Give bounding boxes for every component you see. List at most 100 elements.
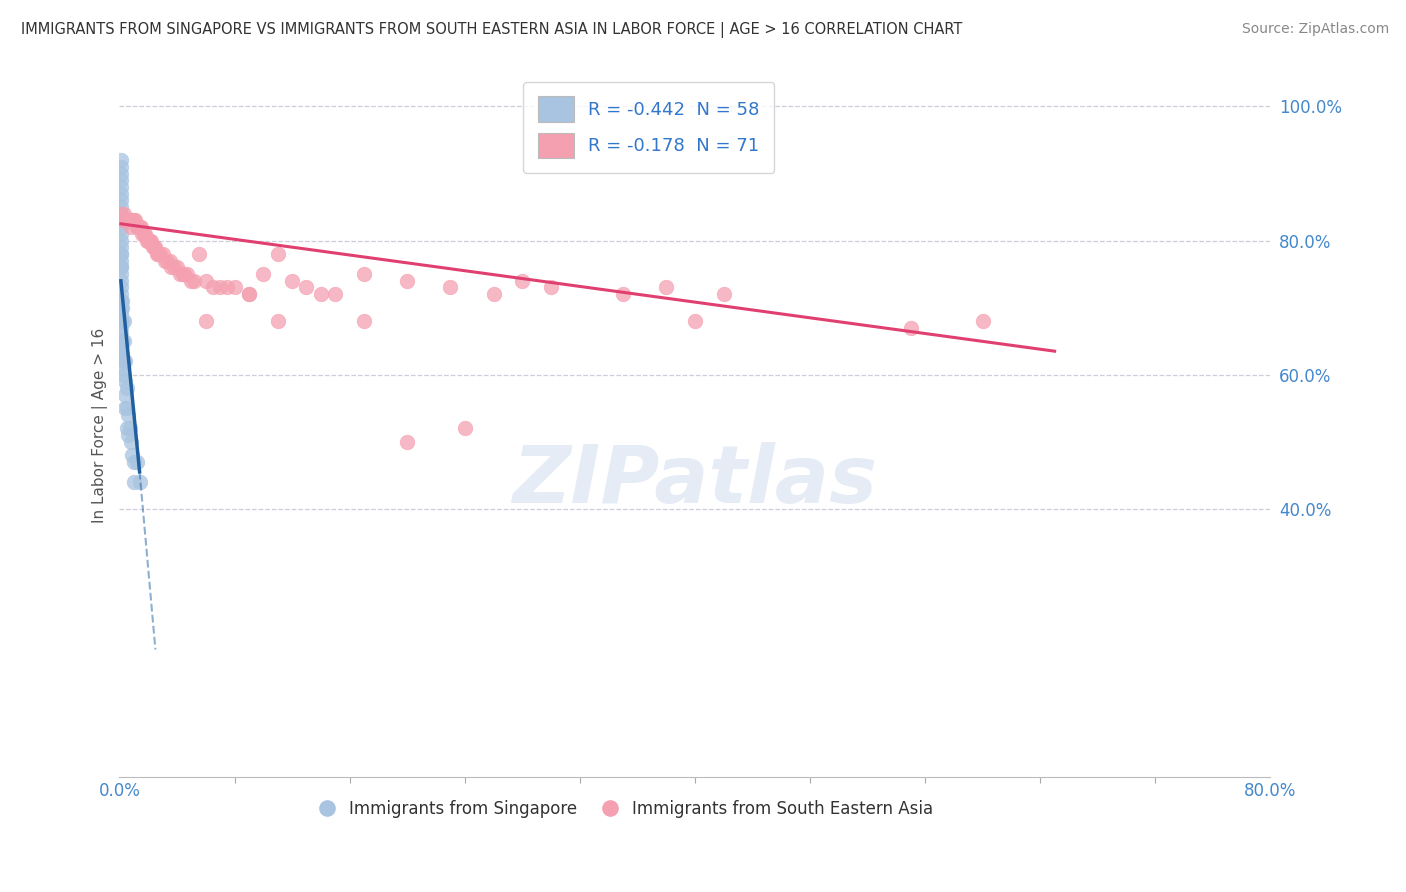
Text: Source: ZipAtlas.com: Source: ZipAtlas.com xyxy=(1241,22,1389,37)
Point xyxy=(122,475,145,489)
Point xyxy=(353,267,375,281)
Point xyxy=(111,213,134,227)
Point xyxy=(117,213,139,227)
Text: ZIPatlas: ZIPatlas xyxy=(512,442,877,520)
Point xyxy=(176,267,198,281)
Point xyxy=(683,314,706,328)
Point xyxy=(110,180,132,194)
Point xyxy=(252,267,274,281)
Point xyxy=(655,280,678,294)
Point xyxy=(110,347,132,361)
Point xyxy=(187,247,209,261)
Point xyxy=(118,421,141,435)
Point xyxy=(323,287,346,301)
Point xyxy=(238,287,260,301)
Point xyxy=(114,375,136,389)
Point xyxy=(143,240,166,254)
Point xyxy=(112,334,135,348)
Point xyxy=(110,260,132,275)
Point xyxy=(180,274,202,288)
Point xyxy=(110,253,132,268)
Point xyxy=(111,301,134,315)
Point xyxy=(110,247,132,261)
Point xyxy=(439,280,461,294)
Point xyxy=(152,247,174,261)
Point xyxy=(111,334,134,348)
Point xyxy=(224,280,246,294)
Point xyxy=(110,234,132,248)
Point xyxy=(110,247,132,261)
Point xyxy=(110,334,132,348)
Point xyxy=(110,240,132,254)
Point xyxy=(396,434,419,449)
Point xyxy=(134,227,156,241)
Point xyxy=(111,347,134,361)
Point xyxy=(110,314,132,328)
Point xyxy=(122,213,145,227)
Point xyxy=(112,314,135,328)
Point xyxy=(110,293,132,308)
Point xyxy=(148,247,170,261)
Point xyxy=(115,421,138,435)
Point xyxy=(129,220,152,235)
Point xyxy=(117,428,139,442)
Y-axis label: In Labor Force | Age > 16: In Labor Force | Age > 16 xyxy=(93,327,108,523)
Point xyxy=(110,274,132,288)
Point xyxy=(110,260,132,275)
Point xyxy=(281,274,304,288)
Point xyxy=(112,207,135,221)
Point xyxy=(110,267,132,281)
Point xyxy=(110,307,132,321)
Point xyxy=(127,220,149,235)
Point xyxy=(120,434,142,449)
Text: IMMIGRANTS FROM SINGAPORE VS IMMIGRANTS FROM SOUTH EASTERN ASIA IN LABOR FORCE |: IMMIGRANTS FROM SINGAPORE VS IMMIGRANTS … xyxy=(21,22,963,38)
Legend: Immigrants from Singapore, Immigrants from South Eastern Asia: Immigrants from Singapore, Immigrants fr… xyxy=(312,794,939,825)
Point xyxy=(110,287,132,301)
Point xyxy=(115,381,138,395)
Point xyxy=(612,287,634,301)
Point xyxy=(121,448,143,462)
Point xyxy=(110,186,132,201)
Point xyxy=(114,401,136,416)
Point xyxy=(112,368,135,382)
Point xyxy=(110,320,132,334)
Point xyxy=(209,280,232,294)
Point xyxy=(396,274,419,288)
Point xyxy=(155,253,177,268)
Point xyxy=(120,220,142,235)
Point xyxy=(112,354,135,368)
Point xyxy=(114,388,136,402)
Point xyxy=(111,360,134,375)
Point xyxy=(110,227,132,241)
Point xyxy=(183,274,205,288)
Point xyxy=(132,227,155,241)
Point xyxy=(146,247,169,261)
Point xyxy=(169,267,191,281)
Point xyxy=(118,213,141,227)
Point xyxy=(149,247,172,261)
Point xyxy=(201,280,224,294)
Point xyxy=(111,293,134,308)
Point xyxy=(125,220,148,235)
Point xyxy=(110,301,132,315)
Point xyxy=(163,260,186,275)
Point xyxy=(454,421,477,435)
Point xyxy=(110,200,132,214)
Point xyxy=(124,213,146,227)
Point xyxy=(110,327,132,342)
Point xyxy=(110,341,132,355)
Point xyxy=(194,314,217,328)
Point xyxy=(267,247,290,261)
Point xyxy=(482,287,505,301)
Point xyxy=(125,455,148,469)
Point xyxy=(972,314,994,328)
Point xyxy=(217,280,239,294)
Point xyxy=(540,280,562,294)
Point xyxy=(309,287,332,301)
Point xyxy=(510,274,533,288)
Point xyxy=(110,207,132,221)
Point xyxy=(131,227,153,241)
Point xyxy=(122,455,145,469)
Point xyxy=(115,213,138,227)
Point xyxy=(110,160,132,174)
